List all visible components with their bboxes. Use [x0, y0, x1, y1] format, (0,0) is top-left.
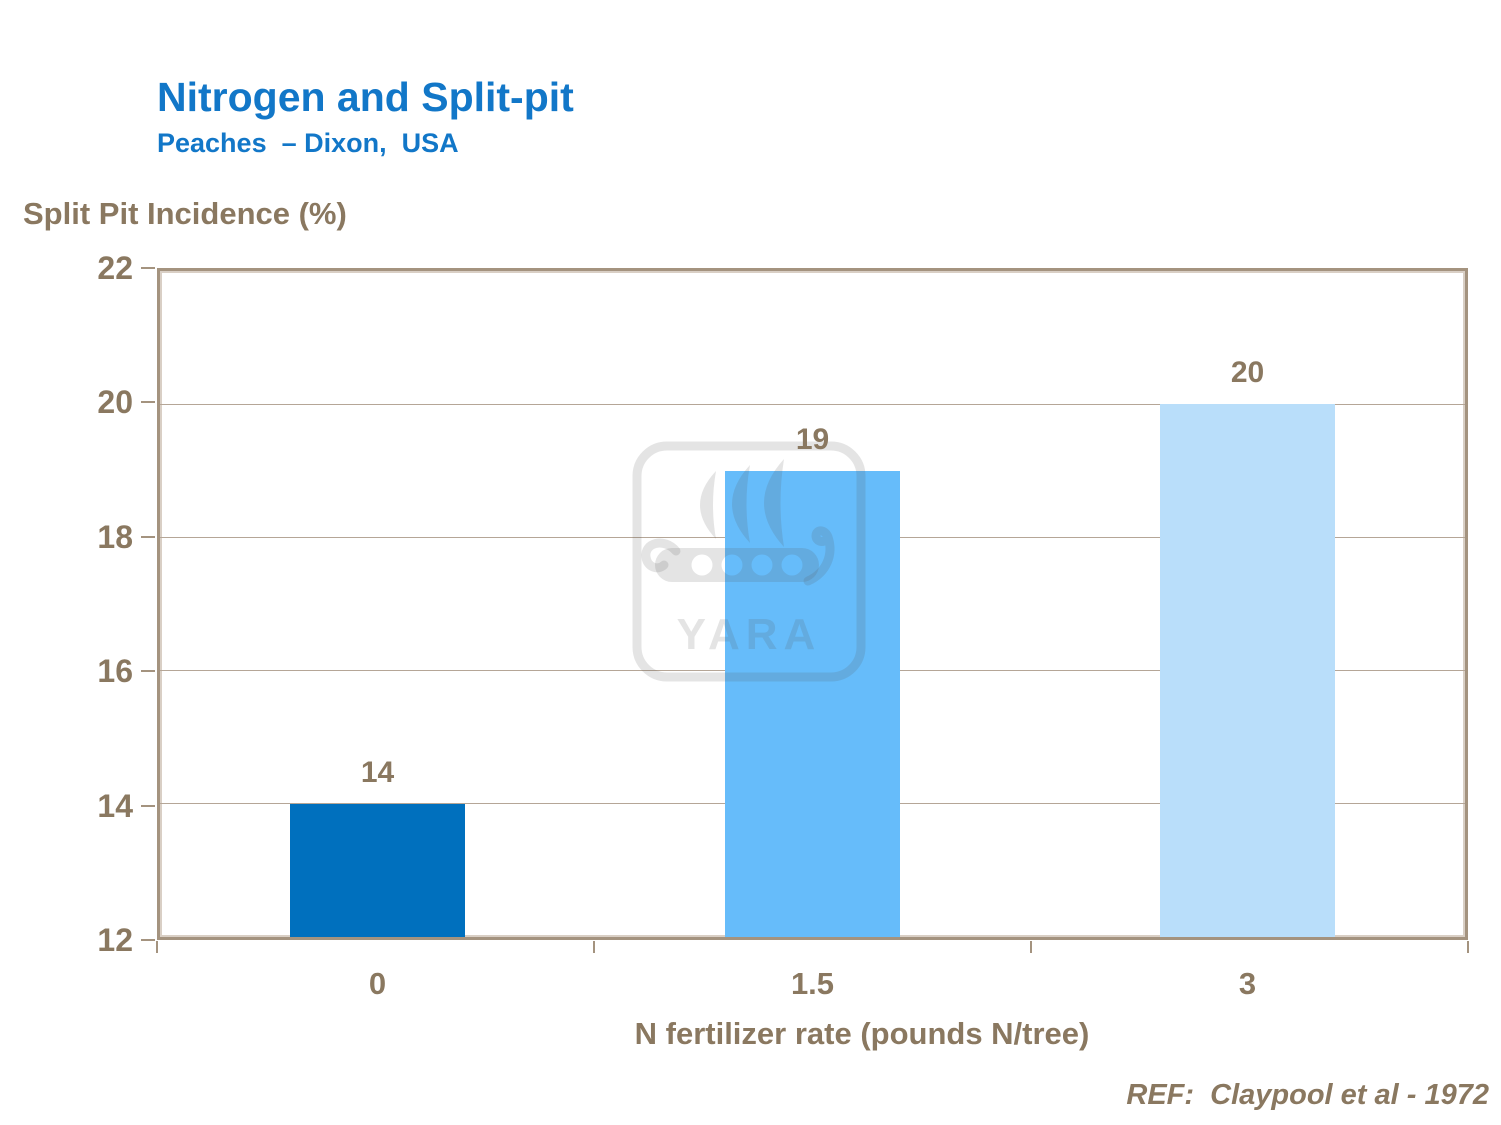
y-tick-label: 22: [97, 250, 133, 286]
watermark-frame: [632, 441, 866, 682]
y-tick-mark: [141, 535, 155, 538]
x-tick-label: 3: [1238, 966, 1257, 1001]
y-tick-mark: [141, 804, 155, 807]
bar-1.5: [725, 470, 900, 937]
bar-0: [290, 803, 465, 937]
x-tick-label: 0: [368, 966, 387, 1001]
y-tick-mark: [141, 670, 155, 673]
slide-subtitle: Peaches – Dixon, USA: [157, 128, 459, 158]
x-tick-mark: [1030, 941, 1032, 953]
watermark-text: YARA: [677, 610, 822, 659]
x-tick-label: 1.5: [790, 966, 835, 1001]
y-tick-label: 16: [97, 653, 133, 690]
y-tick-mark: [141, 401, 155, 404]
y-tick-label: 20: [97, 384, 133, 421]
y-tick-mark: [141, 267, 155, 269]
slide-title: Nitrogen and Split-pit: [157, 74, 574, 120]
x-axis-title: N fertilizer rate (pounds N/tree): [634, 1016, 1090, 1051]
chart-plot-area: [157, 268, 1468, 940]
y-tick-label: 12: [97, 922, 133, 958]
bar-3: [1160, 404, 1335, 937]
y-tick-mark: [141, 939, 155, 941]
reference-text: REF: Claypool et al - 1972: [1126, 1079, 1489, 1111]
y-tick-label: 14: [97, 787, 133, 824]
x-tick-mark: [156, 941, 158, 953]
viking-ship-icon: [641, 459, 835, 586]
gridline-20: [160, 403, 1465, 405]
x-tick-mark: [593, 941, 595, 953]
plot-inner: [160, 271, 1465, 937]
x-tick-mark: [1467, 941, 1469, 953]
y-axis-title: Split Pit Incidence (%): [23, 196, 347, 231]
y-tick-label: 18: [97, 518, 133, 555]
yara-logo-watermark-icon: YARA: [632, 441, 866, 682]
